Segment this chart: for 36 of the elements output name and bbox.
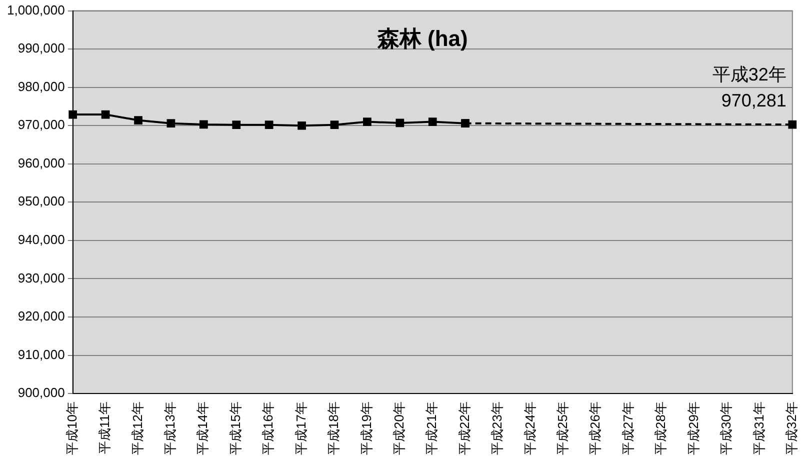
x-tick-label: 平成10年	[64, 402, 80, 456]
y-tick-label: 970,000	[18, 117, 65, 132]
y-tick-label: 950,000	[18, 194, 65, 209]
x-tick-label: 平成14年	[195, 402, 210, 456]
y-tick-label: 940,000	[18, 232, 65, 248]
x-tick-label: 平成13年	[162, 402, 178, 456]
x-tick-label: 平成30年	[718, 402, 734, 456]
x-tick-label: 平成21年	[424, 402, 440, 456]
x-tick-label: 平成20年	[391, 402, 406, 456]
x-tick-label: 平成17年	[293, 402, 308, 456]
x-tick-label: 平成19年	[358, 402, 374, 456]
y-tick-label: 900,000	[18, 385, 65, 400]
x-tick-label: 平成15年	[228, 402, 243, 456]
x-tick-label: 平成27年	[620, 402, 636, 456]
x-tick-label: 平成18年	[326, 402, 342, 456]
x-tick-label: 平成25年	[555, 402, 570, 456]
x-tick-label: 平成28年	[653, 402, 668, 456]
y-tick-label: 910,000	[18, 346, 65, 362]
x-tick-label: 平成16年	[260, 402, 276, 456]
text: 森林 (ha)	[376, 26, 468, 51]
x-tick-label: 平成26年	[588, 402, 603, 456]
x-tick-label: 平成23年	[490, 402, 505, 456]
y-tick-label: 960,000	[18, 155, 65, 170]
x-tick-label: 平成32年	[784, 402, 799, 456]
x-tick-label: 平成11年	[97, 402, 112, 454]
y-tick-label: 920,000	[18, 308, 65, 324]
y-tick-label: 930,000	[18, 270, 65, 286]
x-tick-label: 平成12年	[130, 402, 145, 456]
x-tick-label: 平成24年	[522, 402, 538, 456]
y-tick-label: 980,000	[18, 78, 65, 94]
y-tick-label: 990,000	[18, 40, 65, 56]
x-tick-label: 平成29年	[686, 402, 701, 456]
y-tick-label: 1,000,000	[6, 2, 65, 18]
x-tick-label: 平成22年	[456, 402, 472, 456]
x-tick-label: 平成31年	[751, 402, 766, 456]
annotation: 平成32年 970,281	[712, 64, 786, 111]
